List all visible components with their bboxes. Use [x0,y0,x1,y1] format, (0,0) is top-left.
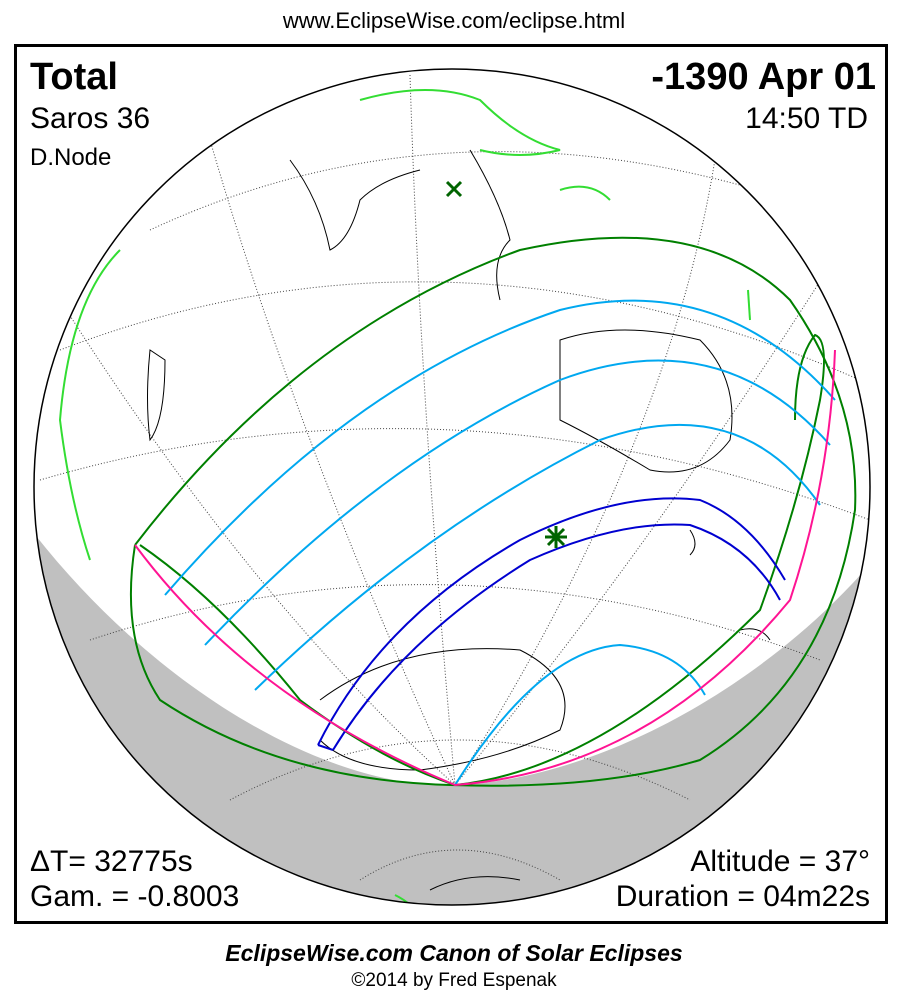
x-icon [445,180,463,198]
delta-t: ΔT= 32775s [30,845,193,878]
header-url: www.EclipseWise.com/eclipse.html [282,8,626,33]
gamma: Gam. = -0.8003 [30,880,240,913]
central-path-north [317,497,786,746]
graticule [39,74,870,881]
eclipse-time: 14:50 TD [745,102,868,135]
saros: Saros 36 [30,102,151,135]
globe-outline [33,68,871,906]
duration: Duration = 04m22s [615,880,870,913]
partial-curve-1 [164,299,836,596]
footer-copyright: ©2014 by Fred Espenak [351,970,557,991]
eclipse-type: Total [30,56,118,98]
central-path-south [332,523,781,751]
star-icon [545,526,567,548]
penumbral-outer-limit [129,236,857,787]
night-shading [34,515,870,905]
coastlines [147,149,771,891]
map-frame [14,44,888,924]
penumbral-inner-limit [139,333,825,786]
node: D.Node [30,144,112,171]
partial-curve-2 [204,359,831,646]
footer-title: EclipseWise.com Canon of Solar Eclipses [225,940,683,966]
altitude: Altitude = 37° [690,845,870,878]
eclipse-date: -1390 Apr 01 [651,56,876,98]
partial-curve-3 [254,423,821,691]
rise-set-limit [134,349,836,787]
partial-curve-4 [454,643,706,786]
